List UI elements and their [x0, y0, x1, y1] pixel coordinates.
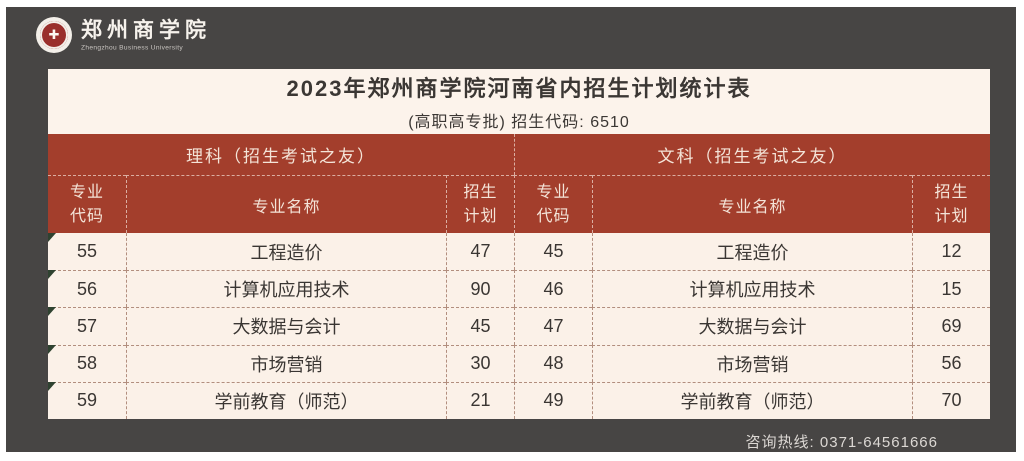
university-emblem-icon: ✚ [36, 16, 72, 53]
table-cell: 59 [48, 381, 126, 419]
enrollment-table: 理科（招生考试之友） 文科（招生考试之友） 专业代码 专业名称 招生计划 专业代… [48, 134, 990, 419]
university-logo: ✚ 郑州商学院 Zhengzhou Business University [36, 14, 236, 55]
corner-notch [48, 270, 56, 279]
logo-text: 郑州商学院 Zhengzhou Business University [81, 14, 236, 55]
section-arts: 文科（招生考试之友） [514, 134, 990, 175]
table-cell: 58 [48, 344, 126, 382]
corner-notch [48, 345, 56, 354]
col-header-sci-code: 专业代码 [48, 175, 126, 233]
university-name-cn: 郑州商学院 [81, 17, 211, 42]
table-cell: 大数据与会计 [592, 307, 912, 345]
section-science: 理科（招生考试之友） [48, 134, 514, 175]
page-subtitle: (高职高专批) 招生代码: 6510 [408, 114, 630, 131]
title-panel: 2023年郑州商学院河南省内招生计划统计表 (高职高专批) 招生代码: 6510 [48, 69, 990, 134]
university-name-en: Zhengzhou Business University [81, 44, 184, 52]
corner-notch [48, 382, 56, 391]
table-cell: 48 [514, 344, 592, 382]
table-cell: 学前教育（师范） [592, 381, 912, 419]
table-cell: 56 [48, 270, 126, 308]
table-cell: 学前教育（师范） [126, 381, 446, 419]
table-cell: 55 [48, 233, 126, 271]
table-cell: 市场营销 [126, 344, 446, 382]
corner-notch [48, 233, 56, 242]
table-cell: 49 [514, 381, 592, 419]
col-header-sci-plan: 招生计划 [446, 175, 514, 233]
col-header-art-plan: 招生计划 [912, 175, 990, 233]
table-cell: 47 [514, 307, 592, 345]
table-cell: 69 [912, 307, 990, 345]
col-header-sci-name: 专业名称 [126, 175, 446, 233]
table-cell: 46 [514, 270, 592, 308]
table-cell: 计算机应用技术 [126, 270, 446, 308]
table-cell: 大数据与会计 [126, 307, 446, 345]
table-cell: 47 [446, 233, 514, 271]
dark-background-panel: ✚ 郑州商学院 Zhengzhou Business University 20… [6, 7, 1016, 452]
table-cell: 工程造价 [592, 233, 912, 271]
corner-notch [48, 307, 56, 316]
table-cell: 15 [912, 270, 990, 308]
table-cell: 工程造价 [126, 233, 446, 271]
table-cell: 70 [912, 381, 990, 419]
table-cell: 45 [446, 307, 514, 345]
table-cell: 45 [514, 233, 592, 271]
table-cell: 30 [446, 344, 514, 382]
emblem-cross-icon: ✚ [40, 20, 68, 49]
col-header-art-code: 专业代码 [514, 175, 592, 233]
consult-hotline: 咨询热线: 0371-64561666 [745, 434, 938, 451]
table-cell: 21 [446, 381, 514, 419]
table-cell: 90 [446, 270, 514, 308]
table-cell: 计算机应用技术 [592, 270, 912, 308]
col-header-art-name: 专业名称 [592, 175, 912, 233]
table-cell: 12 [912, 233, 990, 271]
table-cell: 57 [48, 307, 126, 345]
table-cell: 56 [912, 344, 990, 382]
page-title: 2023年郑州商学院河南省内招生计划统计表 [286, 76, 752, 101]
table-cell: 市场营销 [592, 344, 912, 382]
